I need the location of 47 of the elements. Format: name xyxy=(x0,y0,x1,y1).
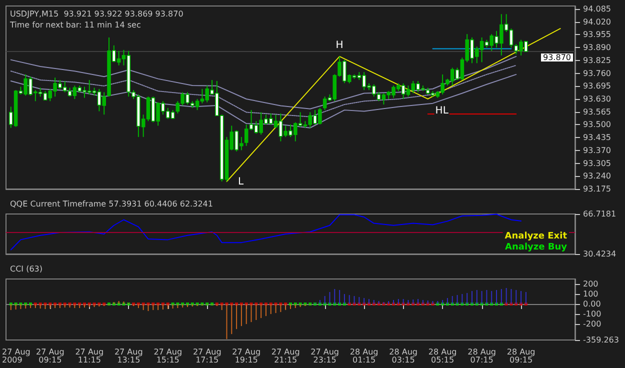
x-tick-label: 28 Aug 07:15 xyxy=(468,348,496,364)
y-tick-label: 66.7181 xyxy=(583,210,616,218)
y-tick-label: -359.263 xyxy=(583,336,619,344)
x-tick-label: 27 Aug 15:15 xyxy=(154,348,182,364)
text: Time for next bar: 11 min 14 sec xyxy=(9,20,141,30)
y-tick-label: 94.085 xyxy=(583,4,611,14)
y-tick-label: 93.435 xyxy=(583,133,611,142)
x-tick-label: 27 Aug 21:15 xyxy=(271,348,300,364)
x-tick-label: 27 Aug 23:15 xyxy=(310,348,340,364)
y-tick-label: -100 xyxy=(583,310,602,319)
x-tick-label: 27 Aug 13:15 xyxy=(114,348,143,364)
annotation: Analyze Exit xyxy=(504,232,568,242)
y-tick-label: 93.825 xyxy=(583,56,611,65)
annotation: HL xyxy=(435,105,449,116)
x-tick-label: 28 Aug 05:15 xyxy=(428,348,457,364)
y-tick-label: 93.630 xyxy=(583,94,611,104)
y-tick-label: 93.890 xyxy=(583,43,611,52)
y-tick-label: 200 xyxy=(583,280,598,289)
y-tick-label: 93.760 xyxy=(583,68,611,78)
y-tick-label: -200 xyxy=(583,320,602,329)
x-tick-label: 28 Aug 03:15 xyxy=(389,348,418,364)
x-tick-label: 27 Aug 09:15 xyxy=(36,348,64,364)
y-tick-label: 93.695 xyxy=(583,82,611,91)
y-tick-label: 94.020 xyxy=(583,17,611,26)
y-tick-label: 93.500 xyxy=(583,120,611,130)
y-tick-label: 30.4234 xyxy=(583,250,616,258)
y-tick-label: 93.565 xyxy=(583,107,611,116)
annotation: L xyxy=(238,176,244,188)
y-tick-label: 93.305 xyxy=(583,158,611,168)
chart-title: USDJPY,M15 93.921 93.922 93.869 93.870 xyxy=(10,10,184,18)
x-tick-label: 28 Aug 09:15 xyxy=(506,348,536,364)
y-tick-label: 93.175 xyxy=(583,184,611,194)
x-tick-label: 28 Aug 01:15 xyxy=(350,348,378,364)
y-tick-label: 93.955 xyxy=(583,30,611,40)
y-tick-label: 93.370 xyxy=(583,146,611,155)
y-tick-label: 93.240 xyxy=(583,172,611,181)
text: 27 Aug 2009 xyxy=(2,348,30,364)
annotation: Analyze Buy xyxy=(504,242,568,252)
x-tick-label: 27 Aug 19:15 xyxy=(232,348,261,364)
x-tick-label: 27 Aug 11:15 xyxy=(75,348,104,364)
y-tick-label: 100 xyxy=(583,290,598,299)
chart-title: QQE Current Timeframe 57.3931 60.4406 62.3241 xyxy=(10,200,213,208)
ref-line-label: 93.870 xyxy=(543,53,571,62)
chart-title: CCI (63) xyxy=(10,264,42,274)
y-tick-label: 0.00 xyxy=(583,300,601,309)
x-tick-label: 27 Aug 17:15 xyxy=(192,348,222,364)
annotation: H xyxy=(336,40,344,51)
